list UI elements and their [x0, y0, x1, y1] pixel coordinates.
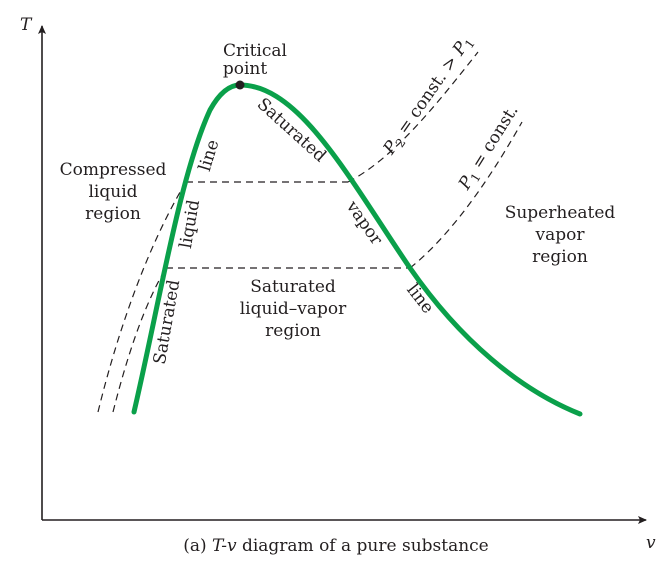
compressed-isobar-p2 — [97, 181, 187, 413]
compressed-isobar-p1 — [112, 267, 167, 413]
critical-point-label-line1: Critical — [223, 41, 287, 61]
saturated-vapor-line — [237, 82, 583, 417]
critical-point-label-line2: point — [223, 59, 268, 79]
x-axis-label: v — [646, 533, 656, 553]
superheated-region-label-line1: Superheated — [505, 203, 616, 223]
superheated-isobar-p1 — [409, 121, 523, 269]
isobar-p1-label: P1 = const. — [454, 101, 524, 195]
compressed-region-label-line3: region — [85, 204, 141, 224]
sat-vapor-label-line: line — [402, 280, 437, 317]
mixture-region-label-line1: Saturated — [250, 277, 336, 297]
figure-caption: (a) T-v diagram of a pure substance — [183, 536, 489, 556]
superheated-isobar-p2 — [347, 51, 479, 183]
mixture-region-label-line3: region — [265, 321, 321, 341]
mixture-region-label-line2: liquid–vapor — [240, 299, 347, 319]
superheated-region-label-line3: region — [532, 247, 588, 267]
isobar-p2-label: P2 = const. > P1 — [379, 32, 478, 160]
superheated-region-label-line2: vapor — [535, 225, 586, 245]
compressed-region-label-line2: liquid — [88, 182, 137, 202]
compressed-region-label-line1: Compressed — [60, 160, 167, 180]
y-axis-label: T — [20, 15, 33, 35]
critical-point-dot — [235, 80, 245, 90]
saturated-liquid-line — [131, 82, 243, 415]
